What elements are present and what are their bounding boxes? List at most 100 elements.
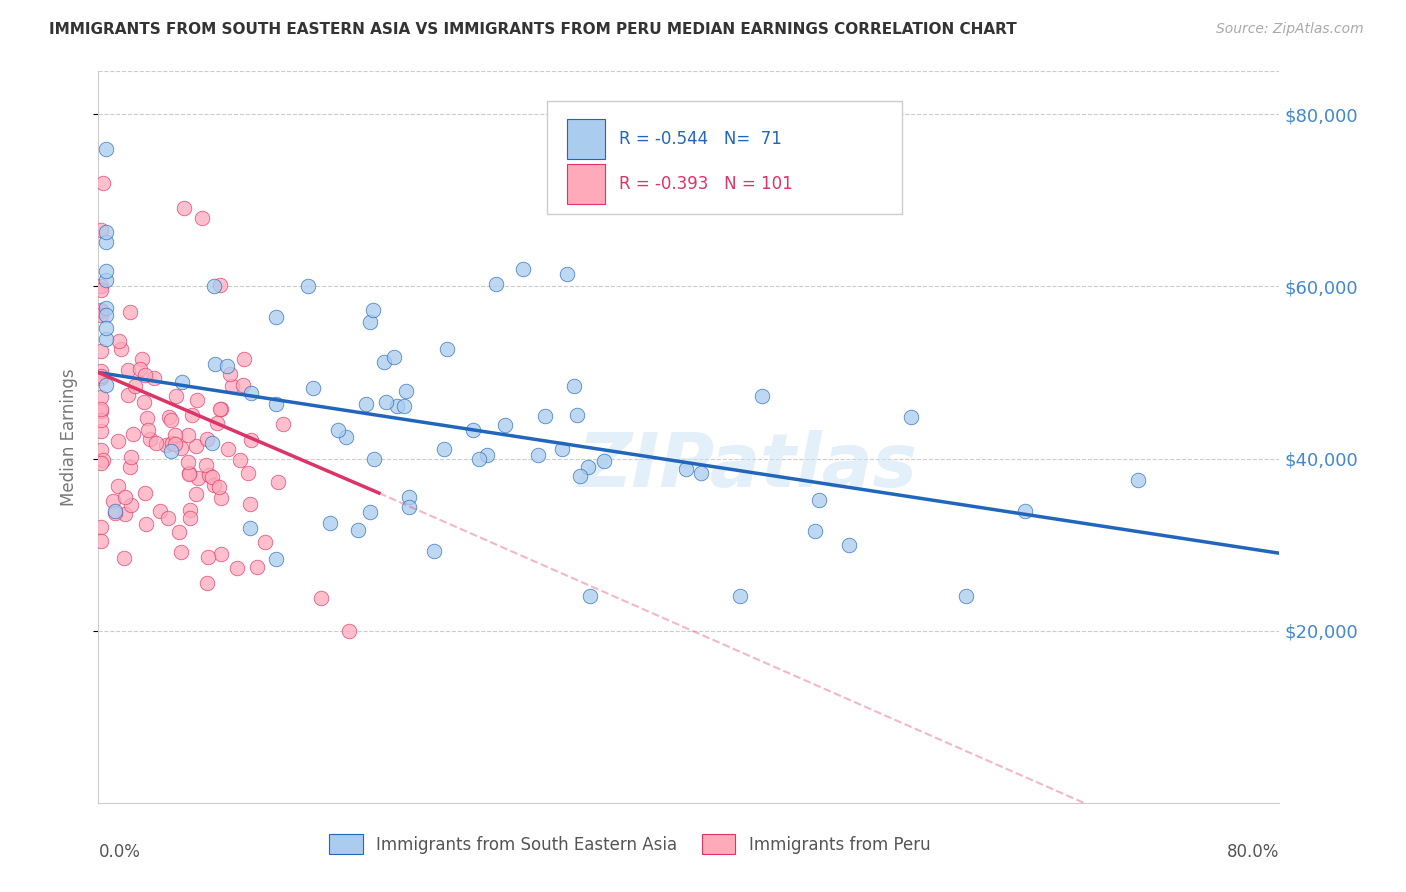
Point [361, 302, 384, 317]
Point [562, 379, 585, 393]
Point [177, 467, 200, 481]
Point [807, 493, 830, 508]
Point [107, 479, 129, 493]
Point [955, 589, 977, 603]
Point [339, 624, 361, 638]
Point [120, 498, 142, 512]
Point [104, 507, 127, 521]
Y-axis label: Median Earnings: Median Earnings [59, 368, 77, 506]
Point [1126, 473, 1149, 487]
Point [186, 392, 208, 407]
Point [246, 559, 269, 574]
Point [120, 450, 142, 464]
Point [173, 201, 195, 215]
Point [267, 475, 290, 490]
Point [91, 453, 114, 467]
Point [107, 434, 129, 449]
Point [135, 517, 157, 532]
Point [319, 516, 342, 530]
Point [228, 453, 250, 467]
Point [689, 466, 711, 480]
Point [179, 511, 201, 525]
Point [94, 321, 117, 335]
Point [114, 490, 136, 504]
Text: IMMIGRANTS FROM SOUTH EASTERN ASIA VS IMMIGRANTS FROM PERU MEDIAN EARNINGS CORRE: IMMIGRANTS FROM SOUTH EASTERN ASIA VS IM… [49, 22, 1017, 37]
Point [226, 561, 249, 575]
Point [134, 485, 156, 500]
Point [165, 427, 187, 442]
Point [160, 413, 183, 427]
Point [202, 478, 225, 492]
Point [375, 395, 398, 409]
Point [191, 211, 214, 225]
Point [728, 589, 751, 603]
Point [803, 524, 825, 539]
Point [90, 390, 112, 404]
Point [108, 334, 131, 349]
Point [398, 490, 420, 504]
Point [90, 279, 112, 293]
Point [114, 507, 136, 521]
Text: Source: ZipAtlas.com: Source: ZipAtlas.com [1216, 22, 1364, 37]
Point [94, 225, 117, 239]
Point [302, 380, 325, 394]
Point [555, 267, 578, 281]
Point [264, 397, 287, 411]
Point [184, 439, 207, 453]
Point [359, 505, 381, 519]
Point [398, 500, 420, 514]
Point [94, 235, 117, 249]
Point [534, 409, 557, 424]
Point [221, 379, 243, 393]
Point [209, 402, 232, 417]
Point [239, 433, 262, 447]
Point [170, 376, 193, 390]
Point [568, 469, 591, 483]
Point [567, 408, 589, 422]
Point [186, 471, 208, 485]
Point [208, 480, 231, 494]
Point [576, 460, 599, 475]
Text: ZIPatlas: ZIPatlas [578, 430, 918, 503]
Point [90, 304, 112, 318]
Point [90, 442, 112, 457]
Point [131, 351, 153, 366]
Point [468, 451, 491, 466]
Point [110, 342, 132, 356]
Point [170, 544, 193, 558]
Point [94, 378, 117, 392]
Point [232, 351, 254, 366]
Point [122, 426, 145, 441]
Point [90, 223, 112, 237]
Point [204, 357, 226, 371]
Point [373, 354, 395, 368]
Point [90, 456, 112, 470]
Text: R = -0.393   N = 101: R = -0.393 N = 101 [619, 176, 793, 194]
Point [90, 283, 112, 297]
Point [157, 511, 180, 525]
Point [359, 315, 381, 329]
Point [138, 424, 160, 438]
Point [160, 436, 183, 450]
Point [593, 454, 616, 468]
Point [838, 538, 860, 552]
Point [423, 543, 446, 558]
Point [328, 423, 350, 437]
Point [90, 343, 112, 358]
FancyBboxPatch shape [547, 101, 901, 214]
Point [239, 521, 262, 535]
Point [900, 410, 922, 425]
Point [90, 364, 112, 378]
Point [94, 264, 117, 278]
Point [395, 384, 418, 398]
Point [179, 502, 201, 516]
Point [169, 525, 191, 540]
Point [170, 441, 193, 455]
Point [527, 449, 550, 463]
Point [177, 428, 200, 442]
Point [120, 305, 142, 319]
Point [91, 176, 114, 190]
Point [347, 524, 370, 538]
Point [297, 279, 319, 293]
Point [177, 455, 200, 469]
